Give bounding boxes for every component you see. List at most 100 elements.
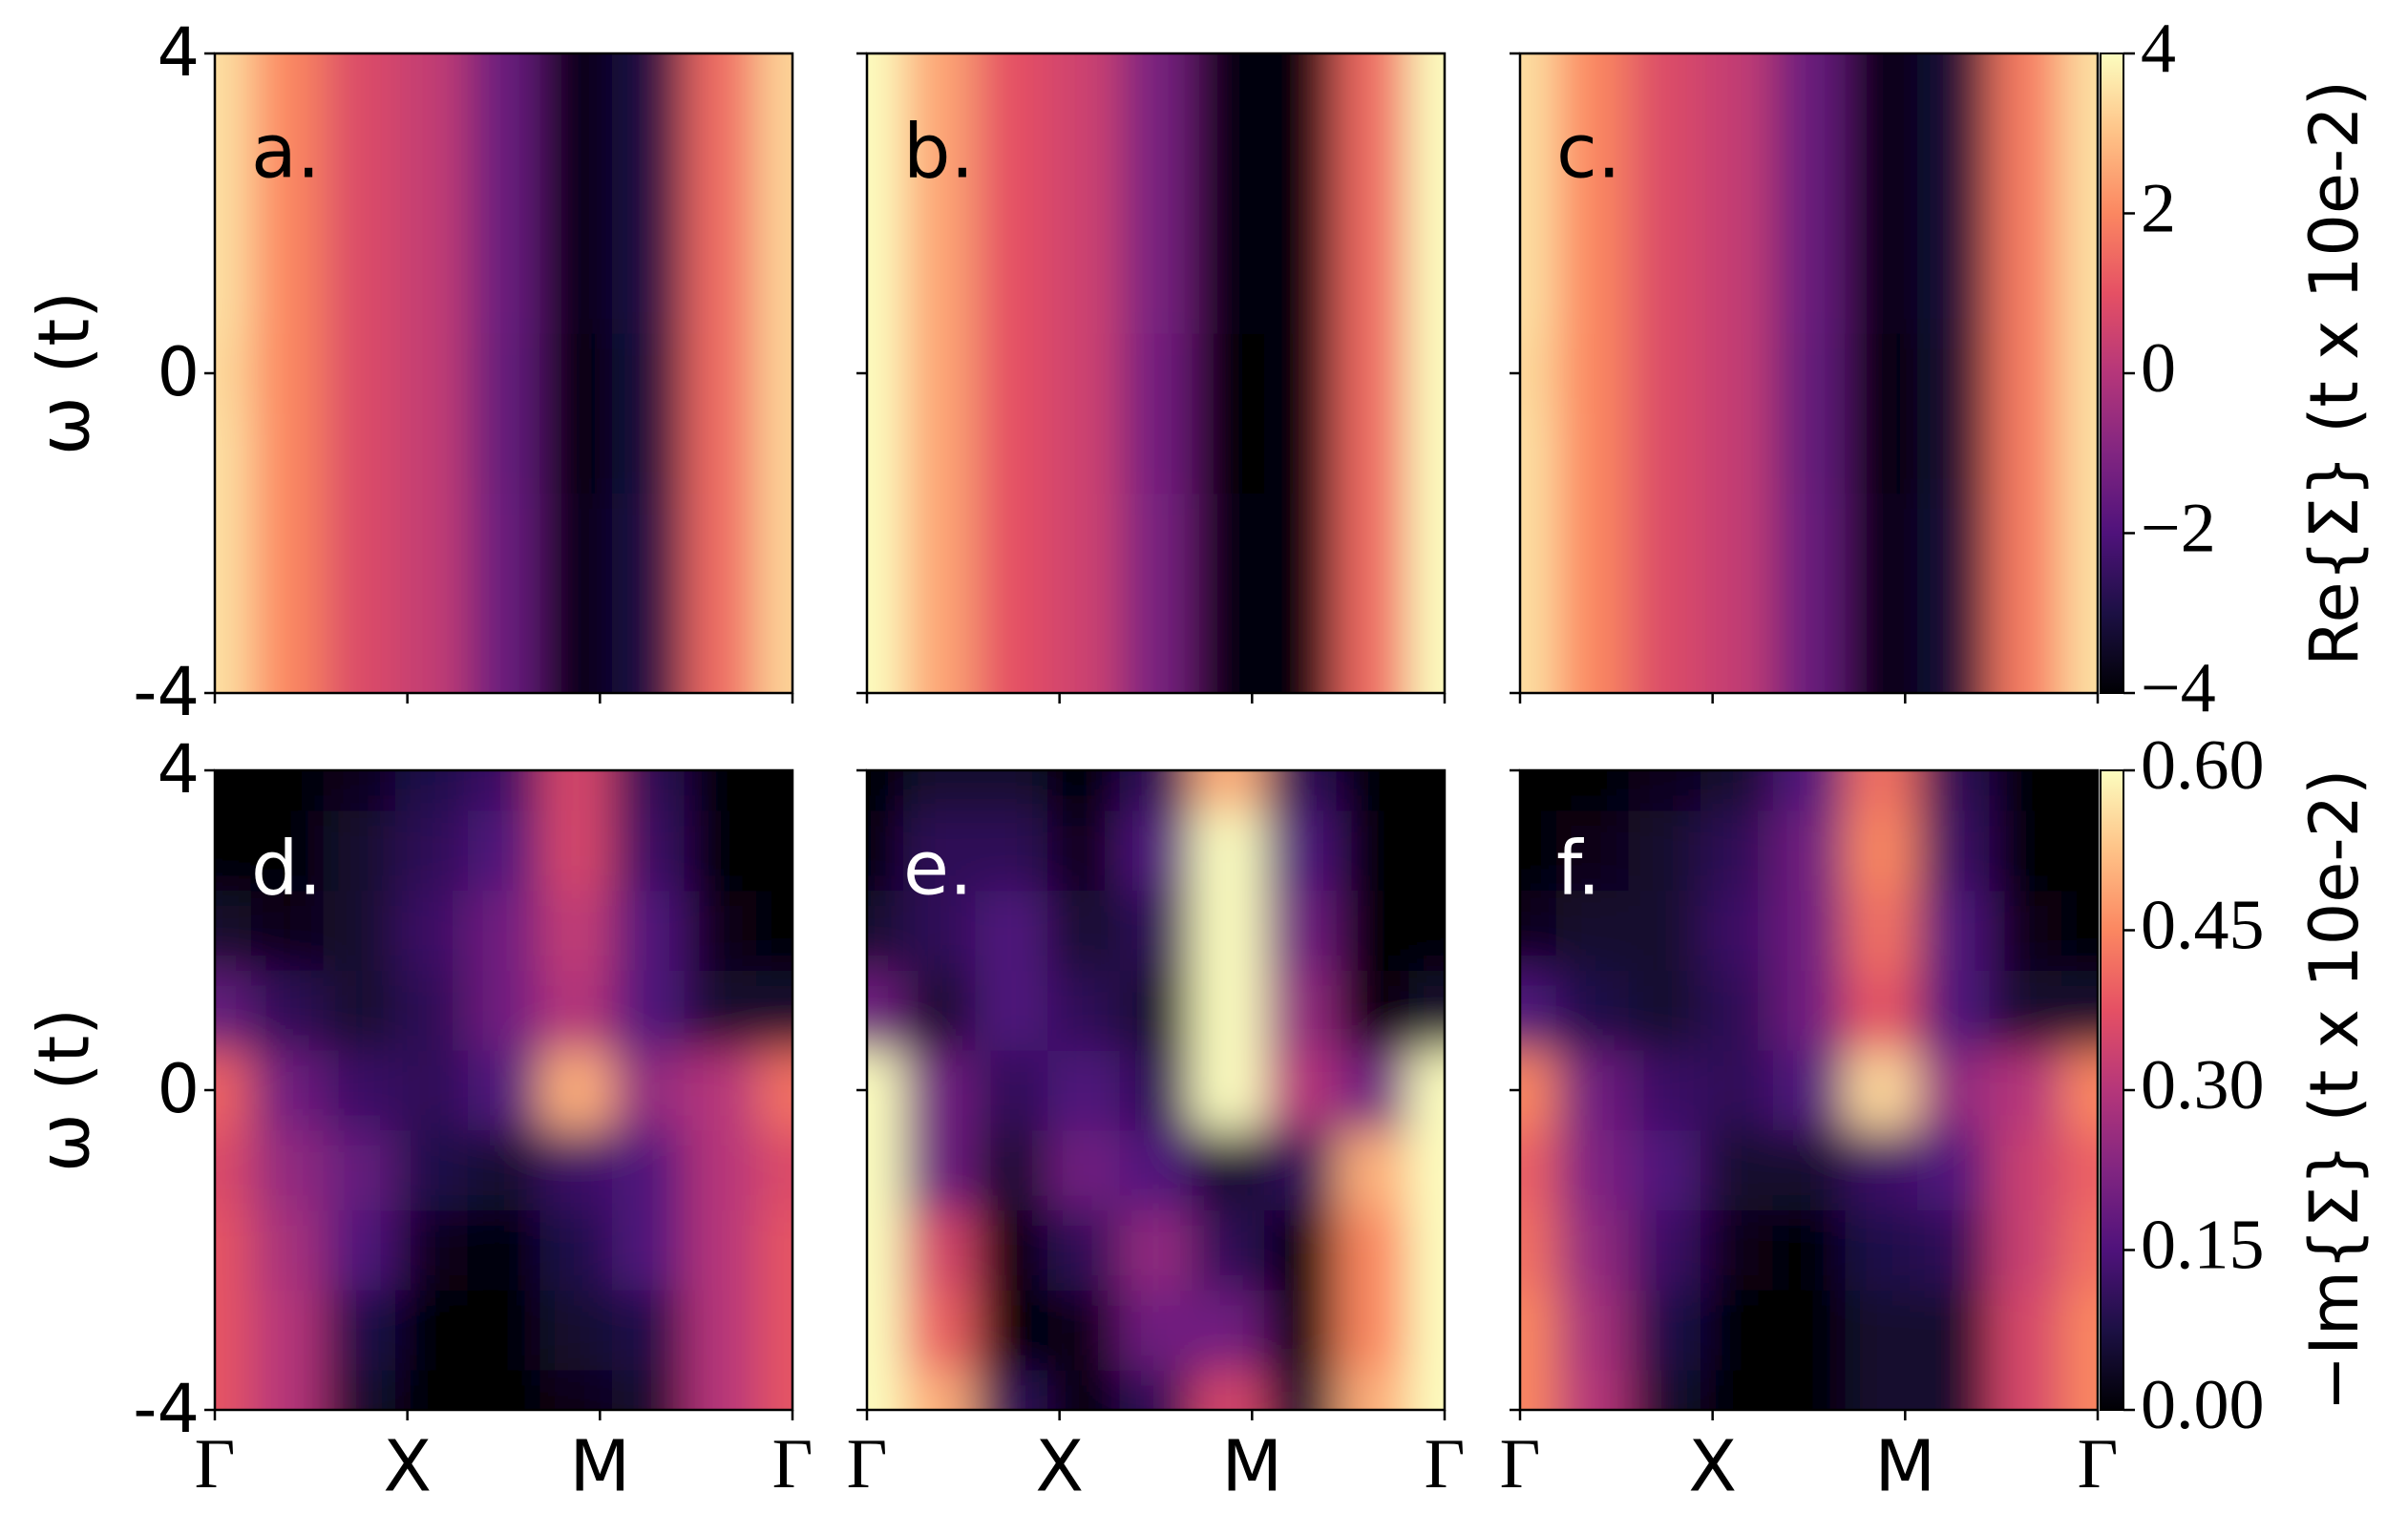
- heatmap-cell: [1520, 173, 1557, 254]
- heatmap-cell: [756, 1370, 792, 1410]
- heatmap-cell: [1989, 493, 2062, 574]
- heatmap-cell: [215, 173, 252, 254]
- heatmap-cell: [1989, 53, 2062, 95]
- heatmap-cell: [975, 970, 1048, 1051]
- y-tick-label: -4: [133, 653, 200, 731]
- heatmap-cell: [395, 493, 469, 574]
- heatmap-cell: [1700, 1050, 1774, 1131]
- heatmap-cell: [1555, 253, 1629, 334]
- heatmap-cell: [323, 573, 396, 654]
- heatmap-cell: [323, 1290, 396, 1371]
- heatmap-cell: [467, 653, 540, 693]
- heatmap-cell: [1700, 653, 1774, 693]
- heatmap-cell: [611, 573, 686, 654]
- heatmap-cell: [1555, 809, 1629, 892]
- heatmap-cell: [1119, 53, 1193, 95]
- heatmap-cell: [1408, 1209, 1445, 1291]
- heatmap-cell: [250, 53, 324, 95]
- heatmap-cell: [2061, 333, 2098, 414]
- heatmap-cell: [539, 770, 613, 811]
- heatmap-cell: [1916, 333, 1991, 414]
- heatmap-cell: [611, 970, 686, 1051]
- heatmap-cell: [1119, 1050, 1193, 1131]
- heatmap-cell: [1772, 93, 1846, 175]
- heatmap-cell: [867, 1370, 904, 1410]
- heatmap-cell: [539, 1370, 613, 1410]
- heatmap-cell: [1263, 890, 1338, 971]
- heatmap-cell: [215, 1129, 252, 1211]
- heatmap-cell: [1989, 970, 2062, 1051]
- heatmap-cell: [684, 890, 757, 971]
- heatmap-cell: [2061, 412, 2098, 494]
- heatmap-cell: [1700, 770, 1774, 811]
- heatmap-cell: [1047, 573, 1121, 654]
- heatmap-cell: [1700, 253, 1774, 334]
- heatmap-cell: [467, 253, 540, 334]
- heatmap-cell: [611, 809, 686, 892]
- heatmap-cell: [467, 493, 540, 574]
- heatmap-cell: [539, 93, 613, 175]
- heatmap-cell: [975, 1050, 1048, 1131]
- heatmap-cell: [1047, 1209, 1121, 1291]
- heatmap-cell: [684, 253, 757, 334]
- heatmap-cell: [1520, 770, 1557, 811]
- heatmap-cell: [1628, 253, 1701, 334]
- heatmap-cell: [684, 653, 757, 693]
- heatmap-cell: [756, 970, 792, 1051]
- heatmap-cell: [215, 1370, 252, 1410]
- heatmap-cell: [756, 173, 792, 254]
- x-tick-label: X: [383, 1426, 432, 1508]
- heatmap-cell: [611, 493, 686, 574]
- heatmap-cell: [467, 412, 540, 494]
- heatmap-cell: [1192, 1370, 1265, 1410]
- heatmap-cell: [250, 1370, 324, 1410]
- colorbar-tick-label: 0: [2141, 329, 2176, 408]
- heatmap-cell: [323, 1209, 396, 1291]
- heatmap-cell: [1772, 1129, 1846, 1211]
- panel-label: c.: [1556, 109, 1621, 195]
- heatmap-cell: [1628, 970, 1701, 1051]
- heatmap-cell: [902, 53, 976, 95]
- heatmap-cell: [756, 1290, 792, 1371]
- heatmap-cell: [1772, 653, 1846, 693]
- heatmap-cell: [1192, 253, 1265, 334]
- heatmap-cell: [539, 253, 613, 334]
- heatmap-cell: [1845, 1050, 1918, 1131]
- heatmap-cell: [1520, 1050, 1557, 1131]
- heatmap-cell: [1408, 1370, 1445, 1410]
- heatmap-cell: [684, 1209, 757, 1291]
- heatmap-cell: [215, 253, 252, 334]
- heatmap-cell: [467, 770, 540, 811]
- heatmap-cell: [1192, 1050, 1265, 1131]
- heatmap-cell: [1520, 890, 1557, 971]
- heatmap-cell: [395, 412, 469, 494]
- heatmap-cell: [1047, 53, 1121, 95]
- heatmap-cell: [250, 1209, 324, 1291]
- heatmap-cell: [215, 809, 252, 892]
- heatmap-cell: [2061, 890, 2098, 971]
- heatmap-cell: [467, 1290, 540, 1371]
- x-tick-label: X: [1035, 1426, 1084, 1508]
- heatmap-cell: [250, 493, 324, 574]
- heatmap-cell: [1119, 970, 1193, 1051]
- heatmap-cell: [684, 1050, 757, 1131]
- heatmap-cell: [539, 493, 613, 574]
- heatmap-cell: [902, 412, 976, 494]
- heatmap-cell: [1192, 1290, 1265, 1371]
- heatmap-cell: [323, 890, 396, 971]
- colorbar-tick-label: 4: [2141, 10, 2176, 88]
- heatmap-cell: [2061, 1290, 2098, 1371]
- heatmap-cell: [1520, 1290, 1557, 1371]
- heatmap-cell: [1628, 890, 1701, 971]
- heatmap-cell: [215, 333, 252, 414]
- heatmap-cell: [1047, 493, 1121, 574]
- heatmap-cell: [1119, 93, 1193, 175]
- heatmap-cell: [1989, 1050, 2062, 1131]
- x-tick-label: Γ: [1425, 1425, 1466, 1503]
- heatmap-cell: [323, 1050, 396, 1131]
- heatmap-cell: [867, 770, 904, 811]
- colorbar: [2100, 53, 2124, 694]
- heatmap-cell: [756, 573, 792, 654]
- heatmap-cell: [539, 573, 613, 654]
- heatmap-cell: [867, 970, 904, 1051]
